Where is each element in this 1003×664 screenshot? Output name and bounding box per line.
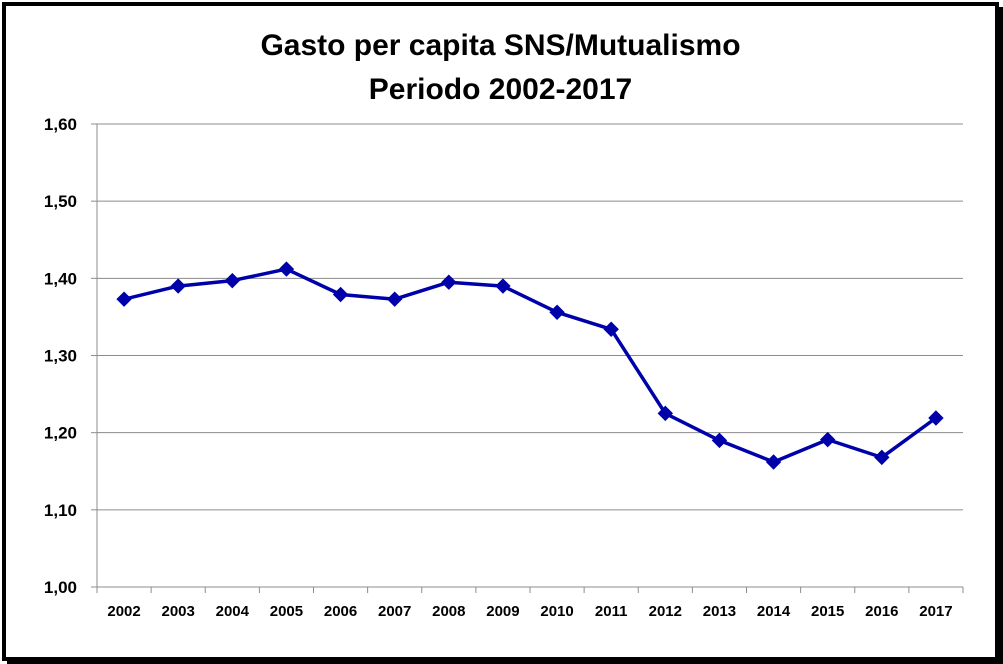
chart-title-line1: Gasto per capita SNS/Mutualismo (260, 29, 741, 62)
y-tick-labels: 1,00 1,10 1,20 1,30 1,40 1,50 1,60 (44, 115, 77, 597)
x-tick-label: 2007 (378, 603, 411, 620)
y-tick-label: 1,30 (44, 347, 77, 366)
x-tick-label: 2012 (649, 603, 682, 620)
data-point-marker (386, 291, 403, 307)
y-tick-label: 1,60 (44, 115, 77, 134)
chart-title: Gasto per capita SNS/Mutualismo Periodo … (6, 24, 995, 112)
y-tick-label: 1,40 (44, 269, 77, 288)
x-tick-label: 2004 (216, 603, 250, 620)
data-point-marker (278, 261, 295, 277)
x-tick-label: 2015 (811, 603, 844, 620)
data-point-marker (874, 449, 890, 466)
x-tick-label: 2009 (486, 603, 519, 620)
data-point-marker (170, 278, 186, 294)
data-point-marker (711, 432, 728, 449)
y-tick-label: 1,00 (44, 578, 77, 597)
data-point-marker (441, 274, 457, 290)
x-tick-label: 2011 (595, 603, 628, 620)
y-tick-label: 1,10 (44, 501, 77, 520)
chart-title-line2: Periodo 2002-2017 (368, 73, 633, 106)
x-tick-label: 2008 (432, 603, 465, 620)
data-point-marker (495, 278, 511, 294)
x-tick-label: 2017 (919, 603, 952, 620)
x-tick-label: 2014 (757, 603, 791, 620)
data-point-marker (928, 410, 944, 426)
y-tick-label: 1,50 (44, 192, 77, 211)
x-tick-label: 2006 (324, 603, 357, 620)
x-tick-label: 2005 (270, 603, 303, 620)
data-point-marker (332, 286, 349, 303)
data-point-marker (549, 304, 565, 320)
x-tick-label: 2016 (865, 603, 898, 620)
data-point-marker (819, 431, 836, 448)
series-line (123, 267, 937, 464)
data-point-marker (603, 321, 619, 337)
x-tick-label: 2002 (107, 603, 140, 620)
series-markers (116, 261, 944, 470)
x-tick-label: 2013 (703, 603, 736, 620)
y-tick-label: 1,20 (44, 424, 77, 443)
axes (91, 123, 964, 593)
x-tick-labels: 2002 2003 2004 2005 2006 2007 2008 2009 2010 2011… (107, 603, 952, 620)
grid-lines (97, 123, 963, 511)
data-point-marker (224, 272, 241, 289)
data-point-marker (116, 291, 132, 307)
x-tick-label: 2010 (540, 603, 573, 620)
data-point-marker (657, 405, 674, 422)
data-point-marker (765, 454, 782, 470)
x-tick-label: 2003 (162, 603, 195, 620)
